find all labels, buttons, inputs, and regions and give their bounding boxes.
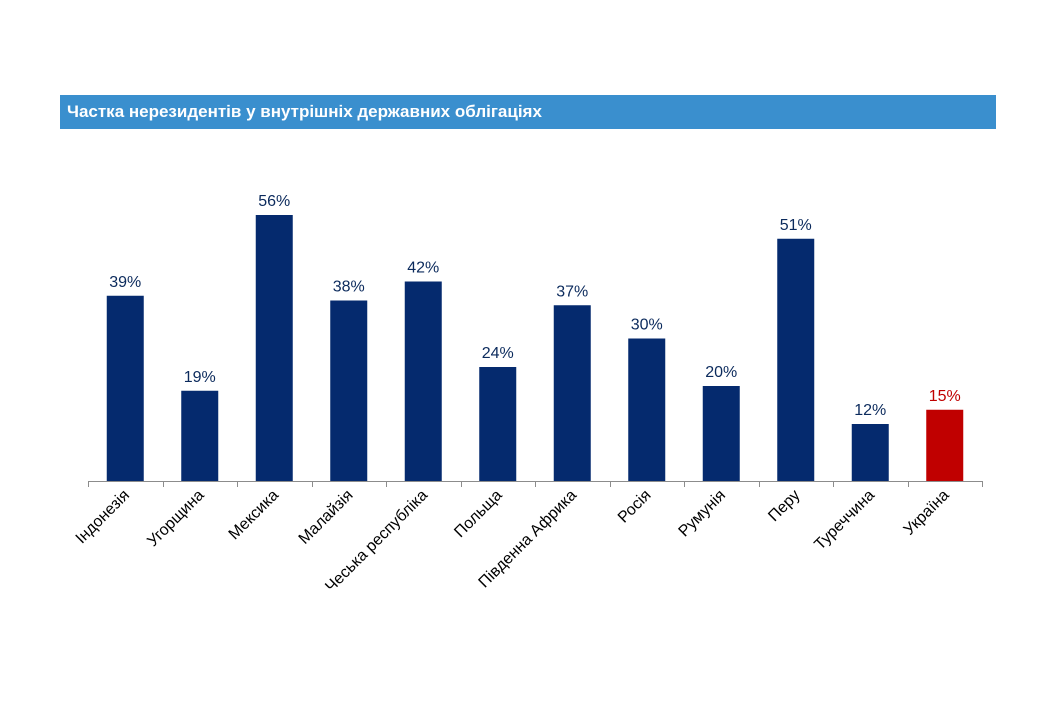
value-label: 38% (333, 279, 365, 296)
bar-3 (255, 215, 293, 481)
category-label: Румунія (676, 487, 730, 541)
category-label: Угорщина (144, 487, 207, 550)
value-label: 30% (631, 317, 663, 334)
bar-4 (330, 300, 368, 481)
bar-6 (479, 367, 517, 481)
category-label: Росія (615, 487, 655, 527)
value-label: 20% (705, 364, 737, 381)
bar-9 (702, 386, 740, 481)
value-label: 19% (184, 369, 216, 386)
category-label: Україна (901, 487, 953, 539)
category-label: Туреччина (811, 487, 878, 554)
value-label: 15% (929, 388, 961, 405)
value-label: 56% (258, 193, 290, 210)
category-label: Мексика (226, 487, 282, 543)
bar-11 (851, 424, 889, 481)
value-label: 37% (556, 283, 588, 300)
category-label: Індонезія (73, 487, 133, 547)
bar-12 (926, 409, 964, 481)
value-labels-group: 39% 19% 56% 38% 42% 24% 37% 30% 20% 51% 12% 15% (109, 193, 961, 419)
value-label: 12% (854, 402, 886, 419)
category-label: Малайзія (296, 487, 357, 548)
bar-1 (106, 295, 144, 481)
bar-2 (181, 390, 219, 481)
value-label: 24% (482, 345, 514, 362)
value-label: 39% (109, 274, 141, 291)
x-axis (88, 481, 983, 487)
bar-10 (777, 238, 815, 481)
value-label: 42% (407, 260, 439, 277)
category-label: Польща (451, 487, 505, 541)
bar-7 (553, 305, 591, 481)
bars-group (106, 215, 964, 481)
value-label: 51% (780, 217, 812, 234)
category-label: Перу (765, 487, 803, 525)
bar-5 (404, 281, 442, 481)
bar-8 (628, 338, 666, 481)
chart-title: Частка нерезидентів у внутрішніх державн… (60, 95, 996, 129)
